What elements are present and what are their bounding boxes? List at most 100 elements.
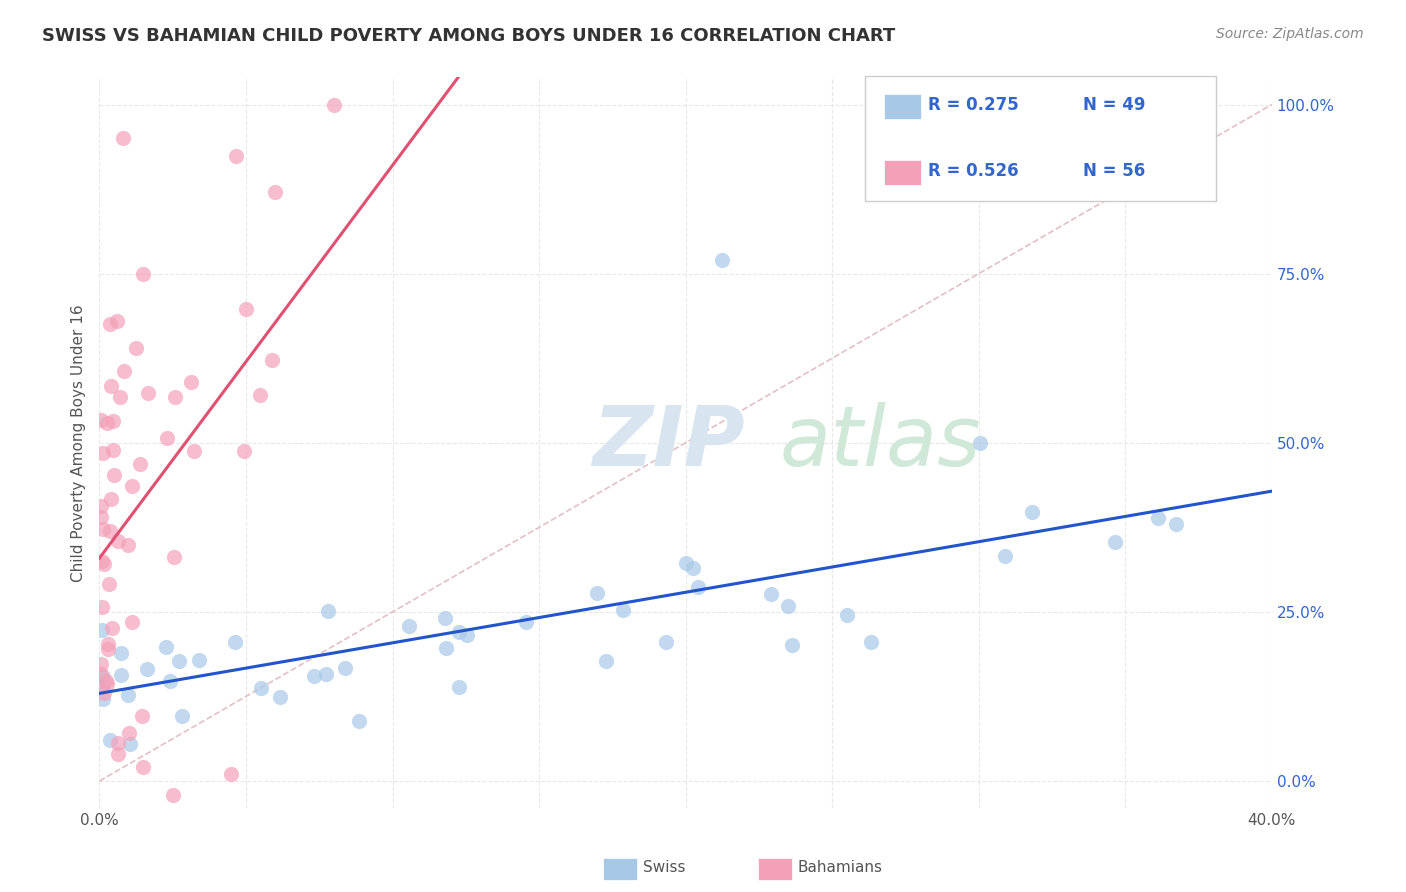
Point <box>91 600 114 615</box>
Point <box>249 388 271 402</box>
Text: ZIP: ZIP <box>592 402 745 483</box>
Text: SWISS VS BAHAMIAN CHILD POVERTY AMONG BOYS UNDER 16 CORRELATION CHART: SWISS VS BAHAMIAN CHILD POVERTY AMONG BO… <box>42 27 896 45</box>
Point <box>91 446 114 460</box>
Point <box>163 549 186 564</box>
Point <box>675 556 697 570</box>
Point <box>117 539 139 553</box>
Point <box>105 314 128 328</box>
Point <box>90 499 112 513</box>
Point <box>93 691 115 706</box>
Text: Source: ZipAtlas.com: Source: ZipAtlas.com <box>1216 27 1364 41</box>
Point <box>97 637 120 651</box>
Text: R = 0.275: R = 0.275 <box>928 96 1019 114</box>
Point <box>121 479 143 493</box>
Point <box>655 634 678 648</box>
Point <box>1164 516 1187 531</box>
Point <box>101 415 124 429</box>
Point <box>96 416 118 430</box>
Point <box>125 342 148 356</box>
Point <box>316 604 339 618</box>
Point <box>120 737 142 751</box>
Point <box>515 615 537 630</box>
Point <box>117 688 139 702</box>
Point <box>107 747 129 761</box>
Point <box>107 533 129 548</box>
Point <box>90 412 112 426</box>
Point <box>91 522 114 536</box>
Point <box>100 379 122 393</box>
Text: N = 49: N = 49 <box>1083 96 1144 114</box>
Point <box>90 657 112 672</box>
Point <box>224 635 246 649</box>
Point <box>188 653 211 667</box>
Point <box>221 767 243 781</box>
Point <box>859 634 882 648</box>
Text: Swiss: Swiss <box>643 861 685 875</box>
Point <box>132 760 155 774</box>
Point <box>93 557 115 571</box>
Point <box>98 524 121 538</box>
Point <box>135 662 157 676</box>
Point <box>586 586 609 600</box>
Point <box>269 690 291 704</box>
Point <box>776 599 799 613</box>
Point <box>434 641 457 656</box>
Point <box>315 666 337 681</box>
Point <box>112 364 135 378</box>
Point <box>159 673 181 688</box>
Point <box>782 638 804 652</box>
Point <box>1146 510 1168 524</box>
Point <box>323 97 346 112</box>
Point <box>91 623 114 637</box>
Point <box>110 390 132 404</box>
Point <box>121 615 143 629</box>
Point <box>969 435 991 450</box>
Point <box>107 736 129 750</box>
Point <box>170 709 193 723</box>
Point <box>433 611 456 625</box>
Point <box>1021 505 1043 519</box>
Point <box>100 732 122 747</box>
Point <box>111 131 134 145</box>
Point <box>98 317 121 331</box>
Point <box>456 627 478 641</box>
Point <box>129 457 152 471</box>
Point <box>235 302 257 317</box>
Point <box>335 660 357 674</box>
Text: R = 0.526: R = 0.526 <box>928 162 1018 180</box>
Point <box>398 618 420 632</box>
Point <box>94 673 117 688</box>
Point <box>93 686 115 700</box>
Point <box>682 561 704 575</box>
Point <box>180 375 202 389</box>
Point <box>347 714 370 728</box>
Point <box>837 607 859 622</box>
Point <box>97 576 120 591</box>
Point <box>232 443 254 458</box>
Text: atlas: atlas <box>779 402 981 483</box>
Point <box>449 680 471 694</box>
Point <box>118 726 141 740</box>
Point <box>156 431 179 445</box>
Point <box>183 443 205 458</box>
Point <box>302 669 325 683</box>
Point <box>710 253 733 268</box>
Point <box>90 510 112 524</box>
Point <box>110 646 132 660</box>
Point <box>155 640 177 655</box>
Point <box>761 586 783 600</box>
Point <box>90 554 112 568</box>
Point <box>101 442 124 457</box>
Point <box>250 681 273 695</box>
Point <box>90 667 112 681</box>
Point <box>103 468 125 483</box>
Point <box>260 353 283 368</box>
Text: N = 56: N = 56 <box>1083 162 1144 180</box>
Point <box>612 603 634 617</box>
Point <box>110 667 132 681</box>
Point <box>100 491 122 506</box>
Point <box>447 624 470 639</box>
Y-axis label: Child Poverty Among Boys Under 16: Child Poverty Among Boys Under 16 <box>72 304 86 582</box>
Point <box>163 390 186 404</box>
Point <box>162 788 184 802</box>
